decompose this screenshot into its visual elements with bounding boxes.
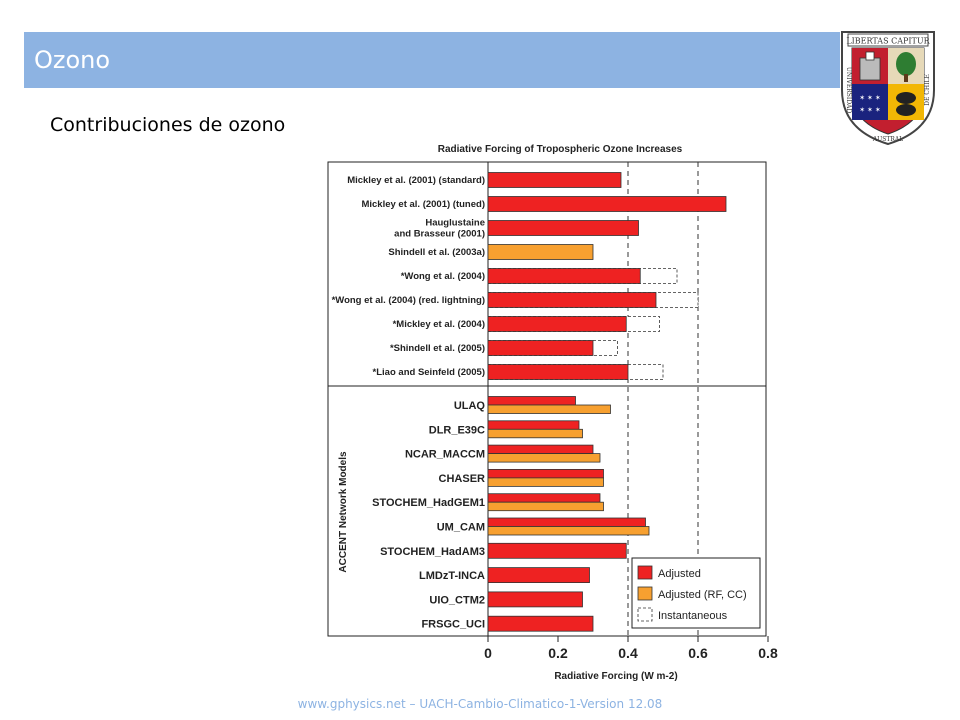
x-tick-label: 0 (484, 645, 492, 661)
bar-adjusted (487, 364, 629, 380)
footer-text: www.gphysics.net – UACH-Cambio-Climatico… (297, 697, 663, 711)
bar-adjusted (487, 542, 627, 559)
bar-adjusted (487, 444, 594, 455)
bar-adjusted (487, 172, 622, 188)
bar-adjusted-rfcc (487, 404, 611, 414)
svg-text:✶ ✶ ✶: ✶ ✶ ✶ (859, 106, 881, 114)
bar-adjusted (487, 591, 583, 608)
model-label: LMDzT-INCA (419, 570, 485, 582)
study-label: *Wong et al. (2004) (401, 271, 485, 282)
bar-adjusted (487, 396, 576, 406)
bar-adjusted (487, 468, 604, 479)
radiative-forcing-chart: Radiative Forcing of Tropospheric Ozone … (327, 144, 778, 682)
bar-adjusted-rfcc (487, 526, 650, 536)
model-label: STOCHEM_HadGEM1 (372, 497, 485, 509)
study-label: and Brasseur (2001) (394, 229, 485, 240)
model-label: FRSGC_UCI (421, 619, 485, 631)
plot-frame (327, 161, 767, 637)
study-label: *Mickley et al. (2004) (393, 319, 485, 330)
group-label: ACCENT Network Models (338, 451, 349, 573)
bar-adjusted-rfcc (487, 477, 604, 487)
svg-text:UNIVERSIDAD: UNIVERSIDAD (845, 67, 852, 114)
model-label: UM_CAM (437, 522, 485, 534)
bar-adjusted-rfcc (487, 501, 604, 512)
study-label: *Wong et al. (2004) (red. lightning) (332, 295, 485, 306)
x-tick-label: 0.8 (758, 645, 778, 661)
bar-adjusted (487, 340, 594, 356)
model-label: CHASER (439, 473, 486, 485)
bar-adjusted (487, 196, 727, 212)
svg-text:AUSTRAL: AUSTRAL (872, 136, 903, 143)
bar-adjusted (487, 420, 580, 430)
university-crest-logo: LIBERTAS CAPITUR ✶ ✶ ✶ ✶ ✶ ✶ UNIVERSIDAD… (841, 31, 935, 146)
study-label: Mickley et al. (2001) (standard) (347, 175, 485, 186)
svg-text:✶ ✶ ✶: ✶ ✶ ✶ (859, 94, 881, 102)
x-axis-label: Radiative Forcing (W m-2) (554, 671, 677, 682)
slide-subtitle: Contribuciones de ozono (50, 114, 286, 136)
model-label: UIO_CTM2 (429, 594, 485, 606)
title-bar: Ozono (24, 32, 840, 88)
x-tick-label: 0.2 (548, 645, 568, 661)
study-label: *Liao and Seinfeld (2005) (373, 367, 485, 378)
legend-swatch (637, 586, 653, 601)
bar-adjusted (487, 493, 601, 503)
bar-adjusted-rfcc (487, 453, 601, 463)
study-label: Hauglustaine (425, 218, 485, 229)
svg-text:DE CHILE: DE CHILE (924, 74, 931, 106)
study-label: Shindell et al. (2003a) (388, 247, 485, 258)
x-tick-label: 0.4 (618, 645, 638, 661)
model-label: NCAR_MACCM (405, 449, 485, 461)
legend-entry: Adjusted (RF, CC) (658, 589, 747, 601)
bar-adjusted (487, 292, 657, 308)
model-label: DLR_E39C (429, 424, 485, 436)
x-tick-label: 0.6 (688, 645, 708, 661)
legend-entry: Instantaneous (658, 610, 728, 622)
slide-title: Ozono (34, 46, 111, 74)
legend-box (631, 557, 761, 629)
bar-adjusted (487, 268, 641, 284)
legend-swatch (637, 607, 653, 622)
study-label: *Shindell et al. (2005) (390, 343, 485, 354)
chart-title: Radiative Forcing of Tropospheric Ozone … (438, 144, 683, 155)
svg-text:LIBERTAS CAPITUR: LIBERTAS CAPITUR (846, 37, 930, 46)
bar-adjusted (487, 316, 627, 332)
legend-swatch (637, 565, 653, 580)
bar-adjusted (487, 567, 590, 584)
bar-adjusted (487, 220, 639, 236)
bar-adjusted (487, 517, 646, 527)
bar-adjusted-rfcc (487, 428, 583, 439)
bar-adjusted (487, 615, 594, 632)
bar-adjusted-rfcc (487, 244, 594, 260)
model-label: ULAQ (454, 400, 486, 412)
study-label: Mickley et al. (2001) (tuned) (361, 199, 485, 210)
model-label: STOCHEM_HadAM3 (380, 546, 485, 558)
legend-entry: Adjusted (658, 568, 701, 580)
